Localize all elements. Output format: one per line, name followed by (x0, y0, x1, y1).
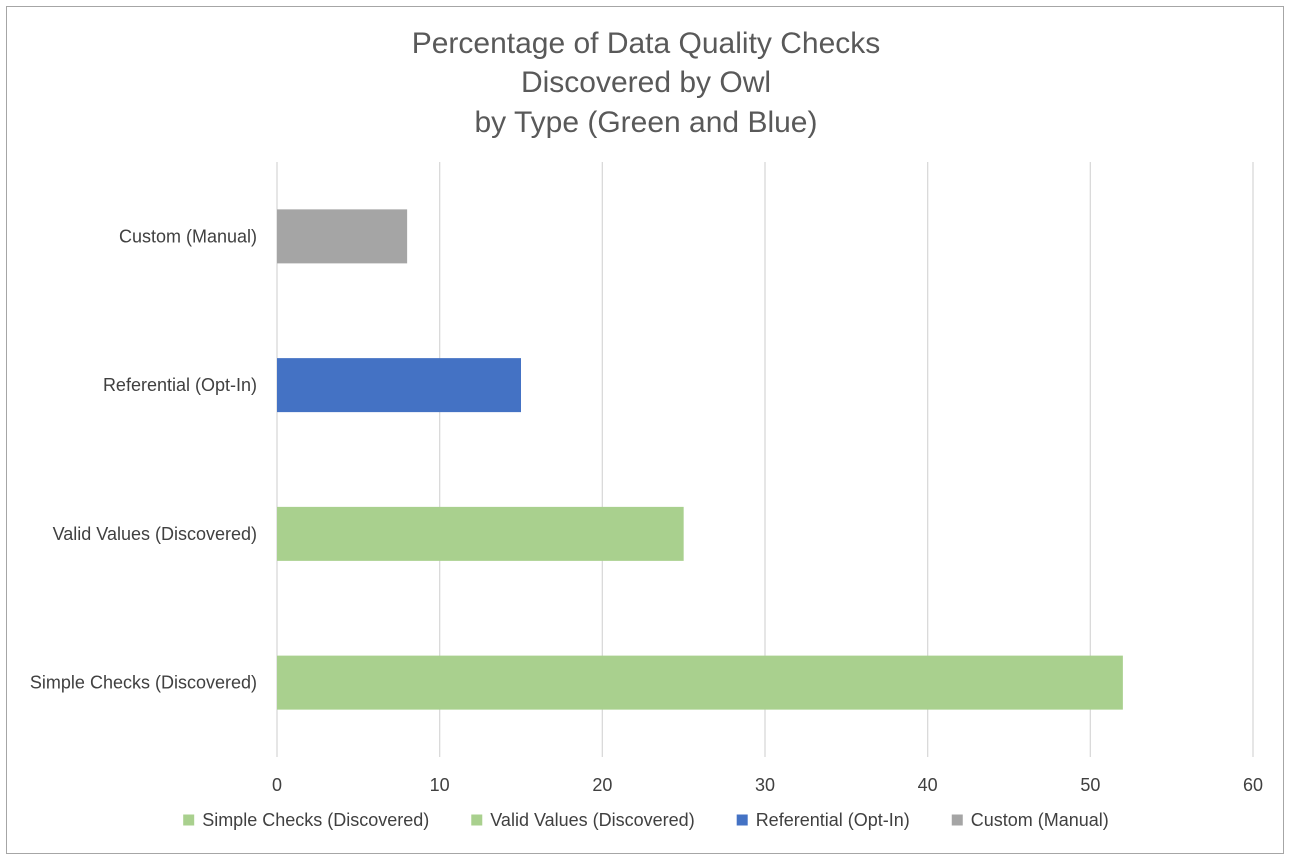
legend-label-referential-opt-in: Referential (Opt-In) (756, 810, 910, 830)
legend-swatch-custom-manual (951, 814, 963, 826)
chart-frame (6, 6, 1284, 854)
category-label-referential-opt-in: Referential (Opt-In) (103, 375, 257, 395)
x-tick-label-10: 10 (430, 775, 450, 795)
category-label-simple-checks-discovered: Simple Checks (Discovered) (30, 673, 257, 693)
legend-swatch-valid-values-discovered (471, 814, 483, 826)
legend-swatch-referential-opt-in (736, 814, 748, 826)
chart-title-line-1: Percentage of Data Quality Checks (412, 27, 881, 60)
legend-label-simple-checks-discovered: Simple Checks (Discovered) (202, 810, 429, 830)
x-tick-label-30: 30 (755, 775, 775, 795)
bar-valid-values-discovered (277, 506, 684, 561)
legend-label-custom-manual: Custom (Manual) (971, 810, 1109, 830)
x-tick-label-60: 60 (1243, 775, 1263, 795)
x-axis-tick-labels: 0 10 20 30 40 50 60 (272, 775, 1263, 795)
bar-simple-checks-discovered (277, 655, 1123, 710)
x-tick-label-40: 40 (918, 775, 938, 795)
category-labels: Simple Checks (Discovered) Valid Values (… (30, 226, 257, 692)
legend-label-valid-values-discovered: Valid Values (Discovered) (490, 810, 694, 830)
legend-swatch-simple-checks-discovered (183, 814, 195, 826)
x-tick-label-50: 50 (1080, 775, 1100, 795)
chart-title-line-2: Discovered by Owl (521, 66, 771, 99)
chart-title-line-3: by Type (Green and Blue) (475, 106, 818, 139)
chart-title: Percentage of Data Quality Checks Discov… (412, 27, 881, 139)
bars (277, 209, 1123, 710)
category-label-custom-manual: Custom (Manual) (119, 226, 257, 246)
bar-custom-manual (277, 209, 408, 264)
bar-referential-opt-in (277, 358, 521, 413)
x-tick-label-20: 20 (592, 775, 612, 795)
category-label-valid-values-discovered: Valid Values (Discovered) (53, 524, 257, 544)
legend: Simple Checks (Discovered) Valid Values (… (183, 810, 1109, 830)
x-tick-label-0: 0 (272, 775, 282, 795)
